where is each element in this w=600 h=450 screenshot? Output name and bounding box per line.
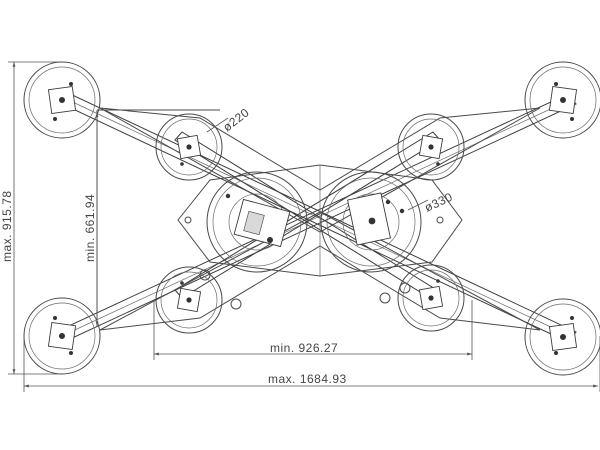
max-width-label: max. 1684.93 — [268, 372, 347, 386]
small-pad-diameter-label: ø220 — [220, 105, 252, 134]
dimension-min-width — [153, 300, 473, 360]
min-width-label: min. 926.27 — [270, 341, 338, 355]
outer-pad-top-left — [23, 61, 101, 139]
large-pad-left — [206, 171, 308, 273]
right-pump-block — [347, 192, 391, 246]
max-height-label: max. 915.78 — [0, 190, 14, 262]
large-pad-right — [320, 171, 422, 273]
dimension-max-width — [23, 336, 600, 392]
central-body — [177, 164, 463, 310]
inner-pad-bottom-right — [397, 264, 465, 332]
dimension-max-height — [8, 61, 60, 375]
inner-pad-bottom-left — [155, 266, 223, 334]
inner-pad-top-left — [155, 113, 223, 181]
large-pad-diameter-label: ø330 — [422, 190, 455, 215]
outer-pad-top-right — [524, 61, 600, 139]
min-height-label: min. 661.94 — [83, 194, 97, 262]
outer-pad-bottom-left — [23, 297, 101, 375]
arm-beams — [57, 91, 577, 343]
outer-pad-bottom-right — [524, 298, 600, 376]
leader-large-pad — [407, 199, 429, 211]
center-housing — [177, 164, 463, 277]
inner-pad-top-right — [397, 113, 465, 181]
leader-small-pad — [206, 117, 229, 133]
